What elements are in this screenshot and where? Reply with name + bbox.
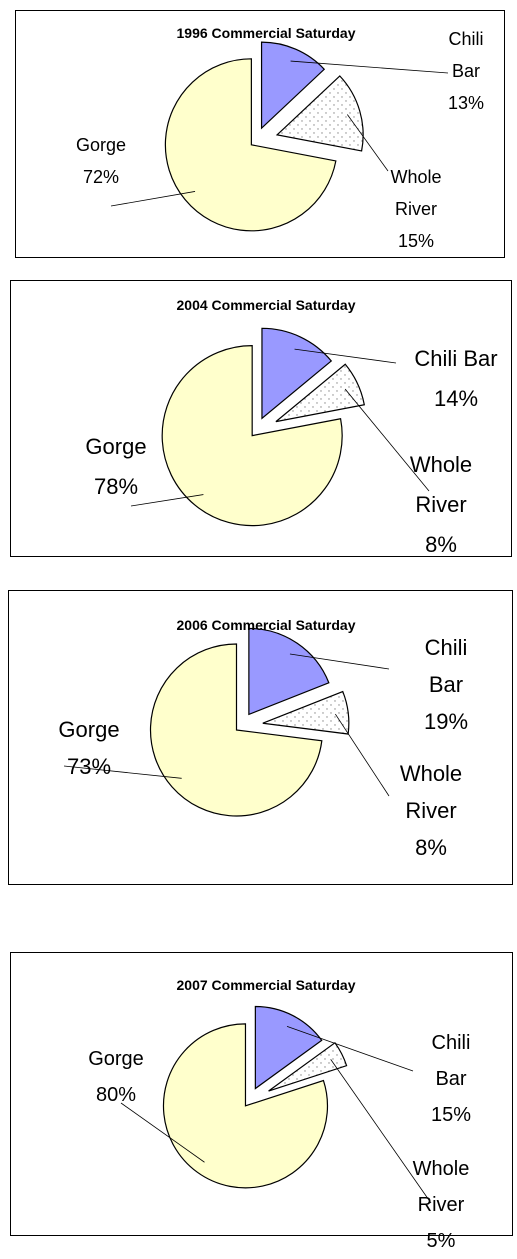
pie-slice — [275, 363, 366, 423]
pie-slice — [248, 627, 330, 716]
slice-value: 15% — [430, 1104, 472, 1126]
slice-label: Gorge 80% — [76, 1041, 156, 1113]
slice-category: Chili Bar — [424, 635, 468, 697]
chart-title: 2007 Commercial Saturday — [176, 977, 356, 993]
leader-line — [130, 494, 204, 507]
slice-label: Chili Bar 14% — [386, 339, 517, 419]
leader-line — [344, 388, 430, 492]
slice-label: Gorge 73% — [49, 711, 129, 785]
slice-label: Whole River 15% — [381, 161, 451, 257]
slice-category: Gorge — [58, 717, 120, 742]
slice-value: 8% — [425, 532, 457, 557]
leader-line — [346, 114, 389, 172]
slice-label: Chili Bar 19% — [416, 629, 476, 740]
slice-value: 19% — [423, 709, 469, 734]
leader-line — [286, 1026, 414, 1072]
slice-category: Whole River — [412, 1158, 470, 1216]
slice-value: 14% — [433, 386, 479, 411]
slice-value: 15% — [397, 231, 435, 251]
pie-slice — [161, 345, 343, 527]
pie-slice — [268, 1041, 348, 1092]
pie-slice — [261, 327, 333, 420]
slice-value: 78% — [93, 474, 139, 499]
slice-value: 72% — [82, 167, 120, 187]
slice-value: 13% — [447, 93, 485, 113]
chart-title: 2004 Commercial Saturday — [176, 297, 356, 313]
slice-label: Chili Bar 15% — [421, 1025, 481, 1133]
slice-value: 8% — [415, 835, 447, 860]
chart-frame: 2004 Commercial Saturday Chili Bar 14% Whol… — [10, 280, 512, 557]
leader-line — [290, 60, 449, 74]
slice-label: Whole River 8% — [391, 445, 491, 565]
pie-slice — [149, 643, 323, 817]
slice-category: Chili Bar — [414, 346, 498, 371]
pie-slice — [162, 1023, 329, 1189]
chart-title: 2006 Commercial Saturday — [176, 617, 356, 633]
chart-title: 1996 Commercial Saturday — [176, 25, 356, 41]
slice-category: Whole River — [390, 167, 442, 219]
pie-slice — [164, 58, 337, 232]
slice-label: Chili Bar 13% — [436, 23, 496, 119]
slice-label: Gorge 78% — [71, 427, 161, 507]
slice-value: 5% — [426, 1230, 456, 1252]
slice-value: 73% — [66, 754, 112, 779]
chart-frame: 2007 Commercial Saturday Chili Bar 15% Whol… — [10, 952, 513, 1252]
leader-line — [335, 713, 390, 797]
pie-slice — [260, 41, 326, 130]
pie-plot — [130, 327, 430, 527]
pie-plot — [63, 627, 390, 817]
slice-category: Whole River — [399, 761, 463, 823]
slice-label: Whole River 5% — [401, 1151, 481, 1259]
pie-plot — [110, 41, 449, 232]
slice-label: Whole River 8% — [381, 755, 481, 866]
chart-frame: 2006 Commercial Saturday Chili Bar 19% Whol… — [8, 590, 513, 885]
chart-frame: 1996 Commercial Saturday Chili Bar 13% Whol… — [15, 10, 505, 258]
leader-line — [120, 1102, 205, 1163]
leader-line — [63, 765, 182, 779]
slice-category: Gorge — [88, 1048, 144, 1070]
leader-line — [289, 653, 390, 670]
slice-category: Chili Bar — [448, 29, 484, 81]
leader-line — [294, 348, 397, 364]
slice-category: Whole River — [409, 452, 473, 517]
leader-line — [110, 191, 196, 207]
leader-line — [330, 1059, 432, 1204]
slice-category: Gorge — [85, 434, 147, 459]
pie-plot — [120, 1005, 432, 1204]
slice-value: 80% — [95, 1084, 137, 1106]
pie-slice — [275, 75, 364, 152]
slice-label: Gorge 72% — [61, 129, 141, 193]
slice-category: Chili Bar — [431, 1032, 471, 1090]
slice-category: Gorge — [75, 135, 127, 155]
